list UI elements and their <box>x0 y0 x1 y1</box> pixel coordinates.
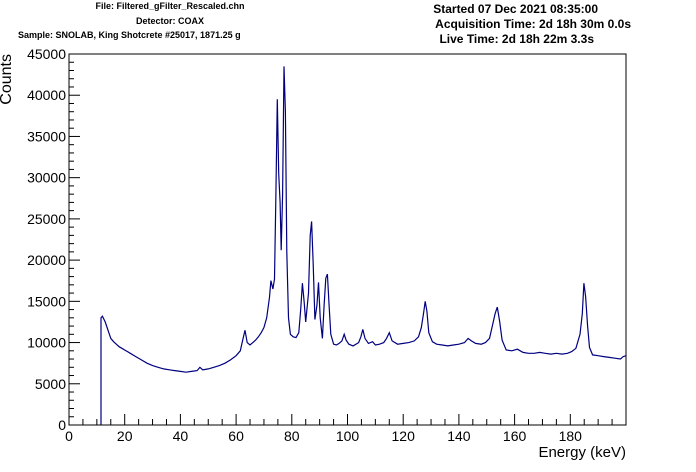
y-tick-label: 20000 <box>27 252 66 268</box>
y-tick-label: 45000 <box>27 46 66 62</box>
y-axis-ticks <box>69 53 80 426</box>
sample-label: Sample: SNOLAB, King Shotcrete #25017, 1… <box>18 30 241 40</box>
y-tick-label: 0 <box>58 417 66 433</box>
start-time-label: Started 07 Dec 2021 08:35:00 <box>433 2 598 16</box>
x-tick-label: 20 <box>117 428 133 444</box>
x-axis-ticks <box>68 414 627 425</box>
y-tick-label: 10000 <box>27 335 66 351</box>
x-tick-label: 180 <box>559 428 583 444</box>
plot-frame <box>68 53 627 426</box>
acquisition-time-label: Acquisition Time: 2d 18h 30m 0.0s <box>435 17 631 31</box>
x-tick-label: 80 <box>284 428 300 444</box>
y-tick-label: 15000 <box>27 293 66 309</box>
x-axis-tick-labels: 0 20 40 60 80 100 120 140 160 180 <box>65 428 582 444</box>
x-tick-label: 100 <box>336 428 360 444</box>
y-tick-label: 5000 <box>35 376 66 392</box>
y-axis-tick-labels: 0 5000 10000 15000 20000 25000 30000 35000 40000… <box>27 46 66 433</box>
x-axis-title: Energy (keV) <box>538 444 626 461</box>
live-time-label: Live Time: 2d 18h 22m 3.3s <box>439 32 594 46</box>
y-tick-label: 30000 <box>27 170 66 186</box>
y-tick-label: 35000 <box>27 128 66 144</box>
x-tick-label: 60 <box>228 428 244 444</box>
x-tick-label: 160 <box>503 428 527 444</box>
x-tick-label: 40 <box>173 428 189 444</box>
y-tick-label: 40000 <box>27 87 66 103</box>
spectrum-line <box>100 66 627 425</box>
file-name-label: File: Filtered_gFilter_Rescaled.chn <box>95 1 245 11</box>
x-tick-label: 0 <box>65 428 73 444</box>
x-tick-label: 140 <box>447 428 471 444</box>
detector-label: Detector: COAX <box>135 16 204 26</box>
y-axis-title: Counts <box>0 54 15 105</box>
x-tick-label: 120 <box>392 428 416 444</box>
y-tick-label: 25000 <box>27 211 66 227</box>
